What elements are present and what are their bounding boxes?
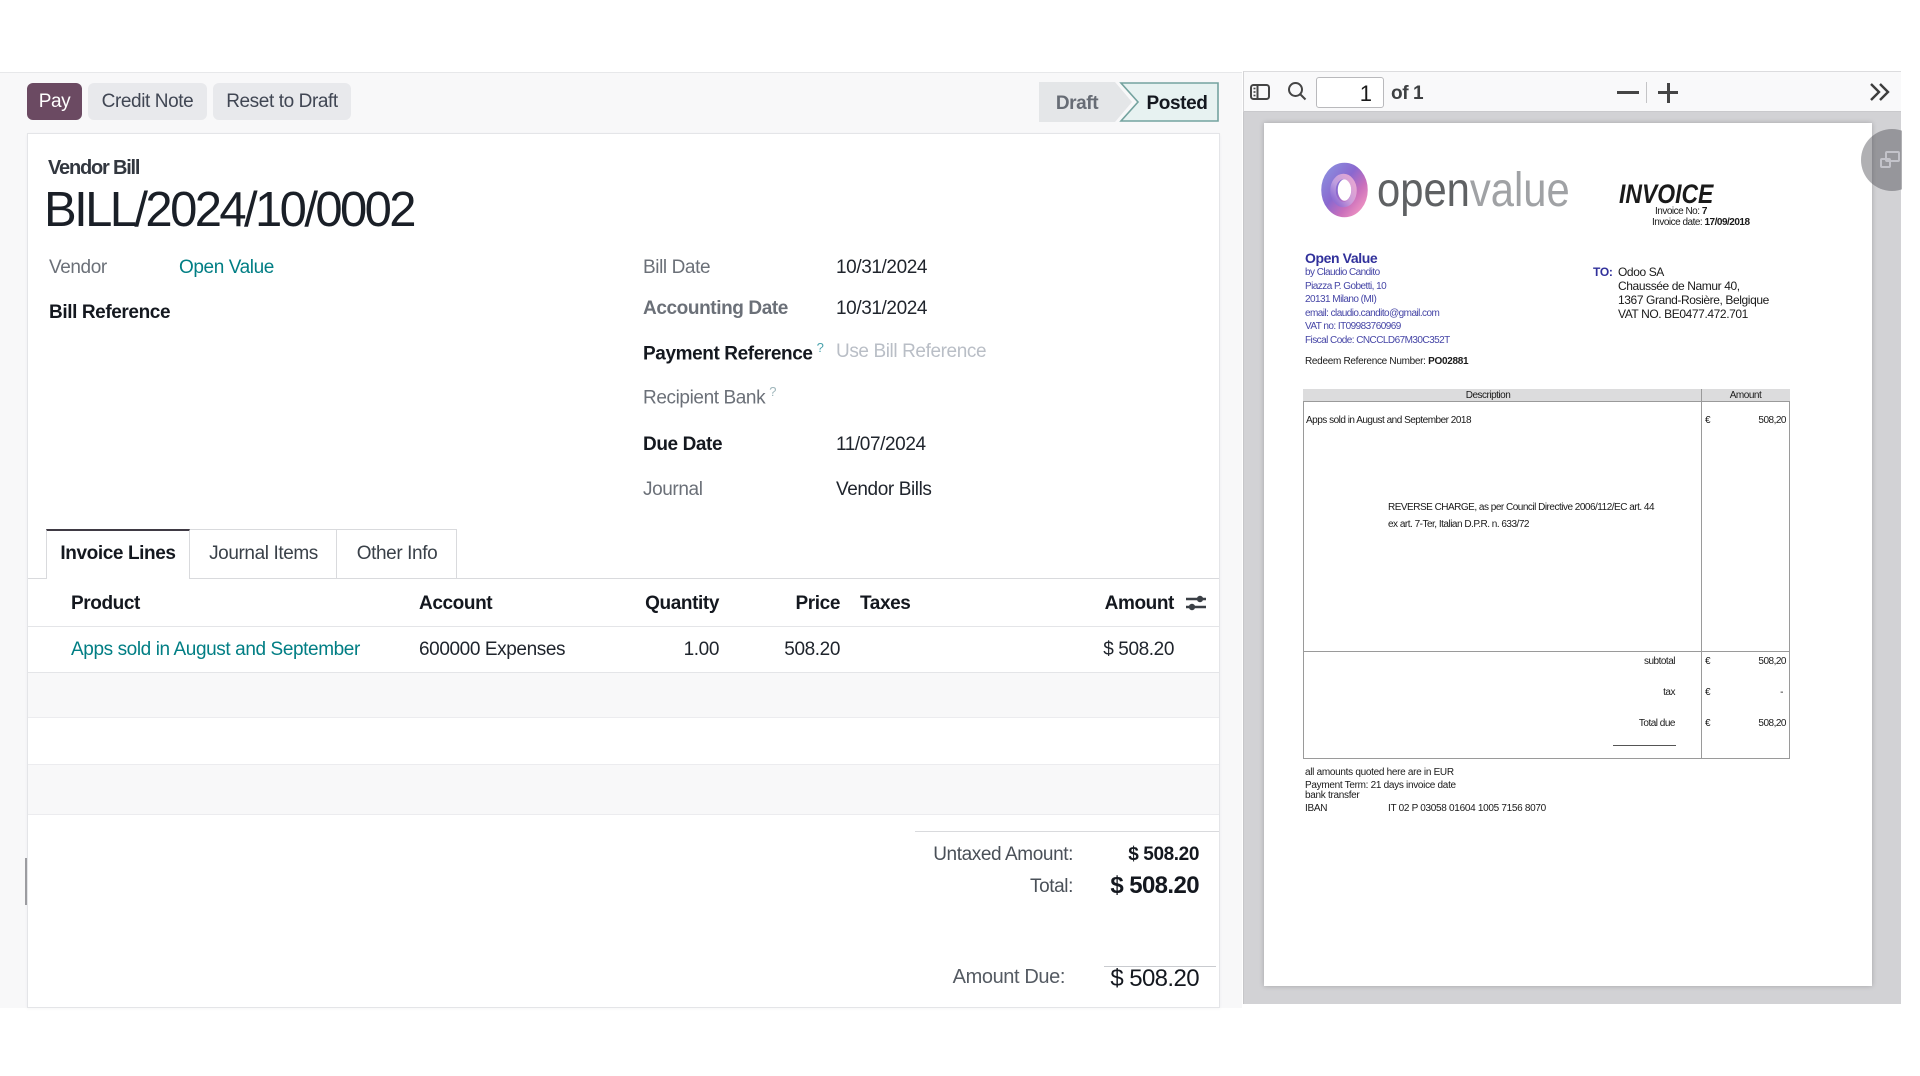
svg-text:Draft: Draft	[1056, 93, 1099, 114]
svg-text:Posted: Posted	[1147, 93, 1208, 114]
